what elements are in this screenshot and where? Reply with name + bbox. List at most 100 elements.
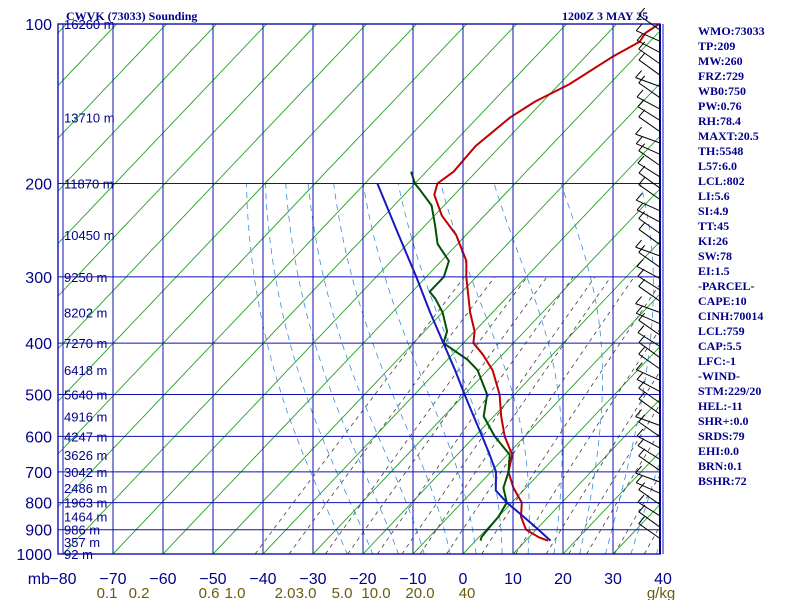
temperature-tick-label: −60 — [149, 571, 176, 588]
pressure-tick-label: 900 — [25, 523, 52, 540]
wind-barb-flag — [635, 362, 643, 371]
sounding-indices-panel: WMO:73033 TP:209 MW:260 FRZ:729 WB0:750 PW:0.… — [698, 24, 798, 489]
wind-barb-flag — [635, 239, 642, 248]
wind-barb — [638, 285, 661, 302]
wind-barb-flag — [637, 438, 645, 446]
wind-barb — [636, 96, 661, 110]
pressure-tick-label: 700 — [25, 465, 52, 482]
wind-barb-flag — [637, 268, 645, 277]
wind-barb — [636, 209, 661, 223]
height-label: 4247 m — [64, 429, 107, 444]
wind-barb-flag — [635, 409, 642, 417]
index-item: SRDS:79 — [698, 429, 745, 443]
wind-barb-flag — [635, 305, 643, 314]
wind-barb — [637, 501, 661, 517]
isotherm — [58, 24, 218, 192]
mixing-ratio-line — [481, 283, 660, 554]
moist-adiabat — [440, 183, 530, 554]
wind-barb-flag — [638, 278, 646, 287]
wind-barb-flag — [635, 296, 642, 304]
temperature-tick-label: 0 — [459, 571, 468, 588]
wind-barb-flag — [635, 126, 642, 135]
index-item: PW:0.76 — [698, 99, 742, 113]
index-item: KI:26 — [698, 234, 728, 248]
wind-barb-flag — [638, 504, 646, 513]
wind-barb — [638, 511, 661, 528]
moist-adiabat — [307, 183, 425, 554]
wind-barb-flag — [636, 372, 644, 380]
temperature-tick-label: 40 — [654, 571, 672, 588]
wind-barb-flag — [635, 23, 643, 32]
mixing-ratio-label: 3.0 — [296, 585, 317, 600]
isotherm — [312, 188, 660, 554]
mixing-ratio-line — [288, 276, 496, 554]
wind-barb — [637, 106, 661, 121]
wind-barb-flag — [638, 414, 646, 423]
isotherm — [362, 240, 660, 554]
wind-barb-flag — [638, 109, 646, 118]
wind-barb — [636, 312, 661, 325]
wind-barb — [636, 199, 661, 212]
parcel-line — [376, 183, 552, 542]
temperature-line — [433, 24, 660, 542]
index-item: MW:260 — [698, 54, 743, 68]
temperature-tick-label: 20 — [554, 571, 572, 588]
wind-barb-flag — [638, 165, 646, 174]
wind-barb-flag — [638, 335, 646, 343]
index-item: LFC:-1 — [698, 354, 736, 368]
wind-barb-flag — [638, 222, 646, 230]
mixing-ratio-label: 5.0 — [332, 585, 353, 600]
mixing-ratio-line — [401, 276, 596, 554]
wind-barb-flag — [635, 475, 643, 484]
isotherm — [212, 82, 660, 554]
pressure-tick-label: 600 — [25, 429, 52, 446]
wind-barb — [636, 435, 661, 449]
isotherm — [0, 12, 28, 565]
index-item: WMO:73033 — [698, 24, 765, 38]
index-item: TT:45 — [698, 219, 730, 233]
isotherm — [62, 24, 568, 554]
mixing-ratio-label: 40 — [459, 585, 476, 600]
mixing-ratio-line — [419, 276, 612, 554]
isotherm — [412, 293, 660, 554]
mixing-ratio-line — [568, 403, 660, 554]
height-label: 5640 m — [64, 387, 107, 402]
wind-barb — [638, 14, 661, 31]
wind-barb — [635, 416, 661, 426]
height-label: 10450 m — [64, 228, 115, 243]
moist-adiabat — [560, 183, 603, 554]
wind-barb-flag — [638, 245, 646, 253]
isotherm — [162, 30, 660, 554]
mixing-ratio-line — [325, 276, 528, 554]
isotherm — [462, 345, 660, 554]
mixing-ratio-line — [613, 474, 660, 554]
temperature-tick-label: 10 — [504, 571, 522, 588]
height-label: 2486 m — [64, 481, 107, 496]
index-item: HEL:-11 — [698, 399, 743, 413]
moist-adiabat — [397, 183, 503, 554]
wind-barb-flag — [638, 391, 646, 400]
index-item: -WIND- — [698, 369, 740, 383]
mixing-ratio-line — [586, 430, 660, 554]
wind-barb-flag — [635, 465, 642, 474]
height-label: 6418 m — [64, 363, 107, 378]
wind-barb — [638, 421, 661, 438]
mixing-ratio-label: 2.0 — [275, 585, 296, 600]
mixing-ratio-label: 10.0 — [361, 585, 390, 600]
wind-barb — [638, 150, 661, 167]
wind-barb-flag — [638, 380, 646, 389]
wind-barb — [637, 162, 661, 178]
height-label: 3042 m — [64, 465, 107, 480]
index-item: SI:4.9 — [698, 204, 729, 218]
moist-adiabat — [333, 183, 451, 554]
height-label: 1464 m — [64, 510, 107, 525]
index-item: EHI:0.0 — [698, 444, 740, 458]
mixing-ratio-label: 0.6 — [199, 585, 220, 600]
height-label: 3626 m — [64, 448, 107, 463]
wind-barb — [636, 39, 661, 54]
wind-barb — [638, 455, 661, 472]
index-item: L57:6.0 — [698, 159, 737, 173]
chart-title: CWVK (73033) Sounding — [66, 9, 198, 23]
index-item: MAXT:20.5 — [698, 129, 759, 143]
